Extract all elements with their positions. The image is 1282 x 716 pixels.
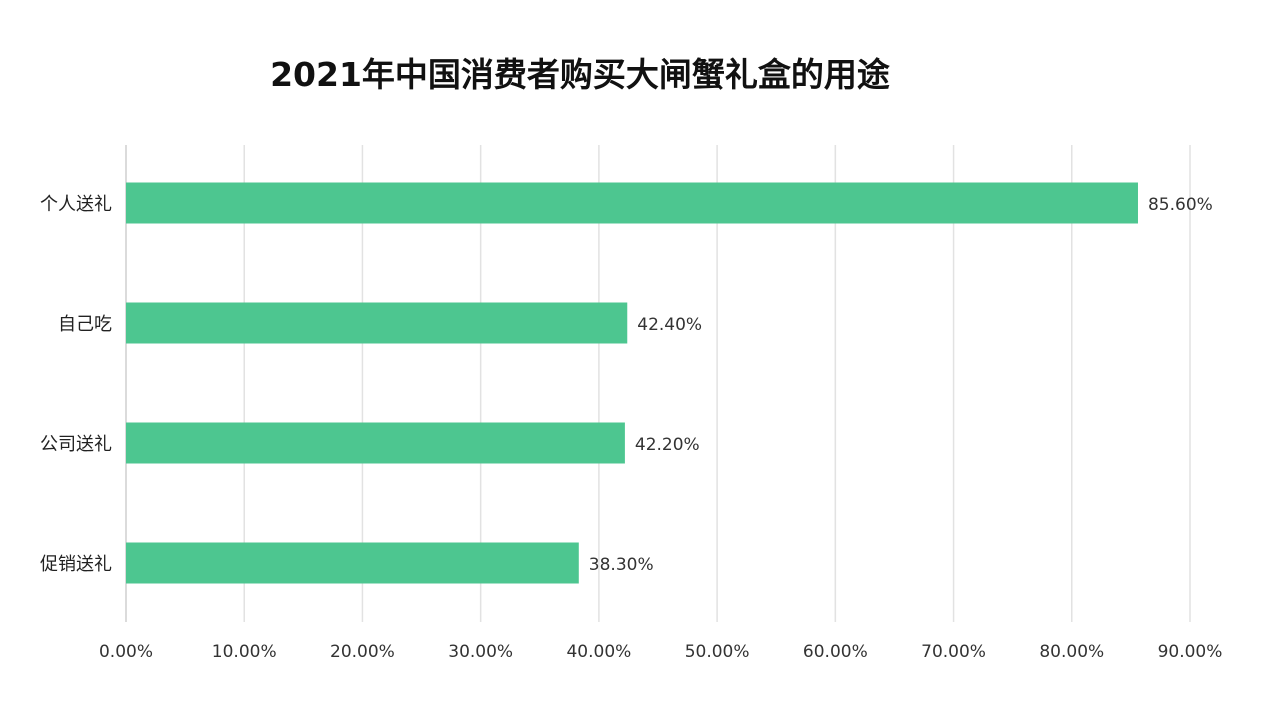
chart-title: 2021年中国消费者购买大闸蟹礼盒的用途 — [270, 55, 890, 94]
data-label: 38.30% — [589, 555, 654, 575]
x-tick-label: 50.00% — [685, 642, 750, 662]
data-label: 42.20% — [635, 435, 700, 455]
bar — [126, 182, 1138, 224]
data-label: 85.60% — [1148, 195, 1213, 215]
bar — [126, 422, 625, 464]
bar — [126, 542, 579, 584]
category-label: 个人送礼 — [40, 194, 112, 215]
category-label: 自己吃 — [58, 314, 112, 335]
x-tick-label: 0.00% — [99, 642, 153, 662]
x-tick-label: 40.00% — [566, 642, 631, 662]
category-label: 公司送礼 — [40, 434, 112, 455]
category-label: 促销送礼 — [40, 554, 112, 575]
x-tick-label: 20.00% — [330, 642, 395, 662]
bar — [126, 302, 628, 344]
x-tick-label: 60.00% — [803, 642, 868, 662]
x-tick-label: 70.00% — [921, 642, 986, 662]
data-label: 42.40% — [637, 315, 702, 335]
x-tick-label: 10.00% — [212, 642, 277, 662]
x-tick-label: 30.00% — [448, 642, 513, 662]
x-tick-label: 90.00% — [1158, 642, 1223, 662]
x-tick-label: 80.00% — [1039, 642, 1104, 662]
